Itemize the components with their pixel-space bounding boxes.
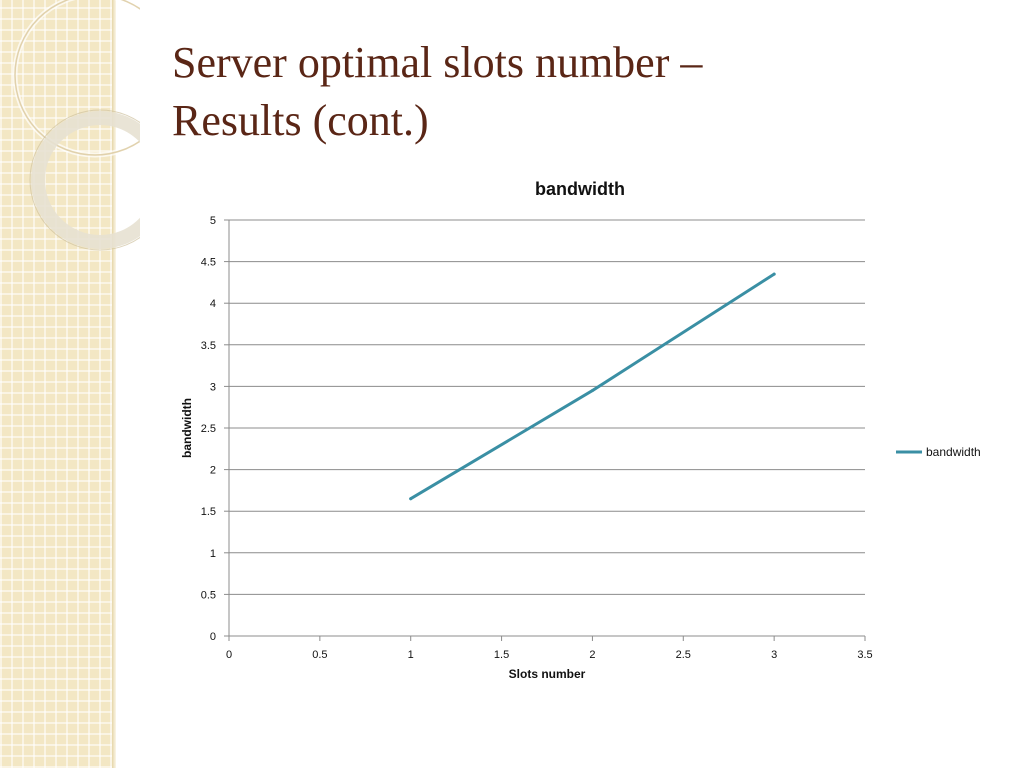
decorative-rings [12, 0, 140, 251]
y-axis-label: bandwidth [180, 398, 194, 458]
y-tick-label: 2.5 [201, 423, 216, 435]
y-tick-label: 3.5 [201, 340, 216, 352]
y-tick-label: 1.5 [201, 506, 216, 518]
slide-title-line-1: Server optimal slots number – [172, 38, 703, 87]
x-tick-label: 1.5 [494, 649, 509, 661]
slide-title-line-2: Results (cont.) [172, 96, 429, 145]
x-tick-label: 3 [771, 649, 777, 661]
x-axis-tick-labels: 0 0.5 1 1.5 2 2.5 3 3.5 [226, 649, 873, 661]
x-tick-label: 0 [226, 649, 232, 661]
x-axis-label: Slots number [509, 667, 586, 681]
chart-series [409, 272, 776, 501]
y-tick-label: 5 [210, 215, 216, 227]
data-point [772, 272, 776, 276]
chart-title: bandwidth [535, 179, 625, 199]
x-tick-label: 2 [589, 649, 595, 661]
data-point [409, 497, 413, 501]
y-tick-label: 4 [210, 298, 216, 310]
y-axis-tick-labels: 0 0.5 1 1.5 2 2.5 3 3.5 4 4.5 5 [201, 215, 216, 643]
x-tick-label: 3.5 [857, 649, 872, 661]
y-tick-label: 2 [210, 465, 216, 477]
y-tick-label: 0.5 [201, 589, 216, 601]
slide-title: Server optimal slots number – Results (c… [172, 34, 992, 150]
y-tick-label: 0 [210, 631, 216, 643]
chart-legend: bandwidth [896, 445, 981, 459]
data-point [590, 389, 594, 393]
y-tick-label: 1 [210, 548, 216, 560]
side-panel-edge [112, 0, 116, 768]
y-tick-label: 3 [210, 381, 216, 393]
chart-axes [224, 219, 866, 641]
chart-gridlines [229, 219, 865, 637]
x-tick-label: 2.5 [676, 649, 691, 661]
y-tick-label: 4.5 [201, 257, 216, 269]
x-tick-label: 0.5 [312, 649, 327, 661]
legend-label: bandwidth [926, 445, 981, 459]
x-tick-label: 1 [408, 649, 414, 661]
